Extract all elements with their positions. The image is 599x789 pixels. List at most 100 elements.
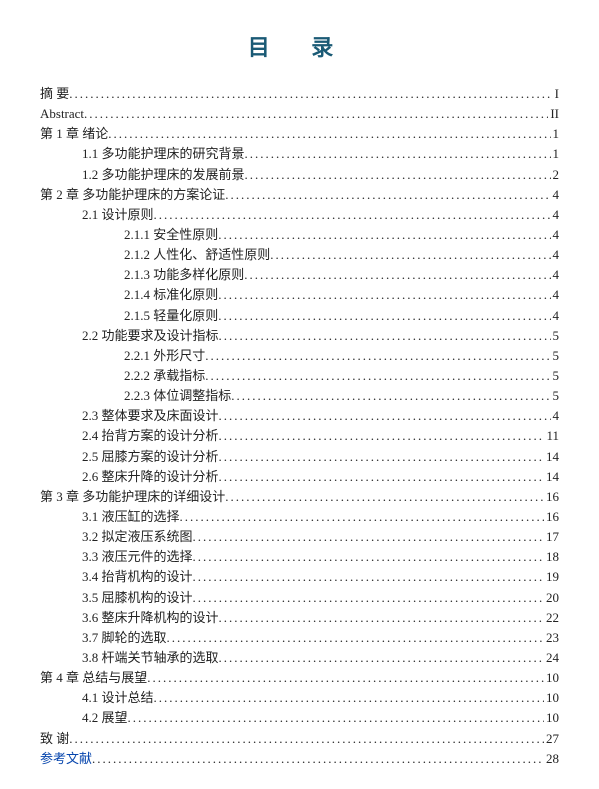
toc-label: 第 3 章 多功能护理床的详细设计: [40, 487, 225, 507]
toc-page: 4: [551, 185, 560, 205]
toc-page: 27: [544, 729, 559, 749]
toc-label: 3.8 杆端关节轴承的选取: [82, 648, 219, 668]
toc-row: 3.1 液压缸的选择16: [40, 507, 559, 527]
toc-page: 14: [544, 467, 559, 487]
toc-row: 1.2 多功能护理床的发展前景2: [40, 165, 559, 185]
toc-page: II: [548, 104, 559, 124]
toc-label: 3.4 抬背机构的设计: [82, 567, 193, 587]
toc-leader: [244, 265, 550, 285]
toc-row: 第 4 章 总结与展望 10: [40, 668, 559, 688]
toc-leader: [128, 708, 544, 728]
toc-leader: [147, 668, 544, 688]
toc-leader: [154, 688, 544, 708]
toc-row: 2.3 整体要求及床面设计 4: [40, 406, 559, 426]
toc-row: 4.1 设计总结10: [40, 688, 559, 708]
toc-label: 2.2.3 体位调整指标: [124, 386, 231, 406]
toc-page: 4: [551, 265, 560, 285]
toc-row: 参考文献 28: [40, 749, 559, 769]
toc-leader: [205, 366, 550, 386]
toc-leader: [218, 285, 550, 305]
toc-label: 2.1.5 轻量化原则: [124, 306, 218, 326]
toc-leader: [84, 104, 548, 124]
toc-label: 3.2 拟定液压系统图: [82, 527, 193, 547]
toc-leader: [92, 749, 544, 769]
toc-row: 2.2.3 体位调整指标 5: [40, 386, 559, 406]
toc-row: 2.2 功能要求及设计指标5: [40, 326, 559, 346]
toc-label: 2.4 抬背方案的设计分析: [82, 426, 219, 446]
toc-leader: [219, 426, 545, 446]
toc-label: 2.1.1 安全性原则: [124, 225, 218, 245]
toc-label: 2.5 屈膝方案的设计分析: [82, 447, 219, 467]
toc-leader: [245, 144, 551, 164]
toc-page: 14: [544, 447, 559, 467]
toc-leader: [193, 567, 544, 587]
toc-leader: [154, 205, 551, 225]
toc-label: 3.7 脚轮的选取: [82, 628, 167, 648]
toc-label: 2.1.3 功能多样化原则: [124, 265, 244, 285]
toc-row: 2.6 整床升降的设计分析 14: [40, 467, 559, 487]
toc-row: 3.7 脚轮的选取23: [40, 628, 559, 648]
toc-row: Abstract II: [40, 104, 559, 124]
toc-page: 16: [544, 487, 559, 507]
toc-leader: [69, 84, 552, 104]
toc-page: 4: [551, 406, 560, 426]
toc-page: 16: [544, 507, 559, 527]
page: 目 录 摘 要IAbstractII第 1 章 绪论11.1 多功能护理床的研究…: [0, 0, 599, 789]
toc-label: 3.6 整床升降机构的设计: [82, 608, 219, 628]
toc-label: 3.5 屈膝机构的设计: [82, 588, 193, 608]
toc-row: 第 2 章 多功能护理床的方案论证 4: [40, 185, 559, 205]
toc-leader: [180, 507, 544, 527]
toc-page: 28: [544, 749, 559, 769]
toc-label: Abstract: [40, 104, 84, 124]
toc-label: 第 2 章 多功能护理床的方案论证: [40, 185, 225, 205]
toc-row: 第 3 章 多功能护理床的详细设计 16: [40, 487, 559, 507]
toc-row: 2.1.2 人性化、舒适性原则 4: [40, 245, 559, 265]
toc-label: 摘 要: [40, 84, 69, 104]
toc-page: 1: [551, 144, 560, 164]
toc-leader: [225, 487, 544, 507]
toc-row: 第 1 章 绪论 1: [40, 124, 559, 144]
toc-label: 参考文献: [40, 749, 92, 769]
toc-label: 1.2 多功能护理床的发展前景: [82, 165, 245, 185]
toc-row: 2.1.5 轻量化原则 4: [40, 306, 559, 326]
toc-page: 18: [544, 547, 559, 567]
toc-label: 2.1.4 标准化原则: [124, 285, 218, 305]
toc-leader: [205, 346, 550, 366]
toc-label: 第 4 章 总结与展望: [40, 668, 147, 688]
toc-row: 4.2 展望10: [40, 708, 559, 728]
toc-leader: [231, 386, 550, 406]
toc-leader: [218, 225, 550, 245]
toc-page: 4: [551, 306, 560, 326]
toc-label: 2.1.2 人性化、舒适性原则: [124, 245, 270, 265]
toc-page: 4: [551, 245, 560, 265]
toc-page: 19: [544, 567, 559, 587]
toc-leader: [225, 185, 550, 205]
toc-label: 2.3 整体要求及床面设计: [82, 406, 219, 426]
toc-label: 4.1 设计总结: [82, 688, 154, 708]
toc-page: 5: [551, 386, 560, 406]
toc-leader: [219, 447, 544, 467]
toc-label: 2.6 整床升降的设计分析: [82, 467, 219, 487]
toc-leader: [193, 527, 544, 547]
toc-label: 第 1 章 绪论: [40, 124, 108, 144]
toc-leader: [219, 608, 544, 628]
toc-row: 2.2.2 承载指标5: [40, 366, 559, 386]
toc-row: 3.5 屈膝机构的设计20: [40, 588, 559, 608]
toc-label: 4.2 展望: [82, 708, 128, 728]
toc-page: 10: [544, 668, 559, 688]
toc-page: 4: [551, 285, 560, 305]
toc-row: 3.3 液压元件的选择 18: [40, 547, 559, 567]
toc-title: 目 录: [40, 30, 559, 62]
toc-row: 2.1.4 标准化原则 4: [40, 285, 559, 305]
toc-label: 1.1 多功能护理床的研究背景: [82, 144, 245, 164]
toc-page: 1: [551, 124, 560, 144]
toc-leader: [218, 306, 550, 326]
toc-label: 致 谢: [40, 729, 69, 749]
toc-row: 2.1 设计原则4: [40, 205, 559, 225]
toc-leader: [219, 326, 551, 346]
toc-page: 24: [544, 648, 559, 668]
toc-page: 5: [551, 326, 560, 346]
toc-list: 摘 要IAbstractII第 1 章 绪论11.1 多功能护理床的研究背景11…: [40, 84, 559, 769]
toc-row: 2.2.1 外形尺寸5: [40, 346, 559, 366]
toc-label: 3.3 液压元件的选择: [82, 547, 193, 567]
